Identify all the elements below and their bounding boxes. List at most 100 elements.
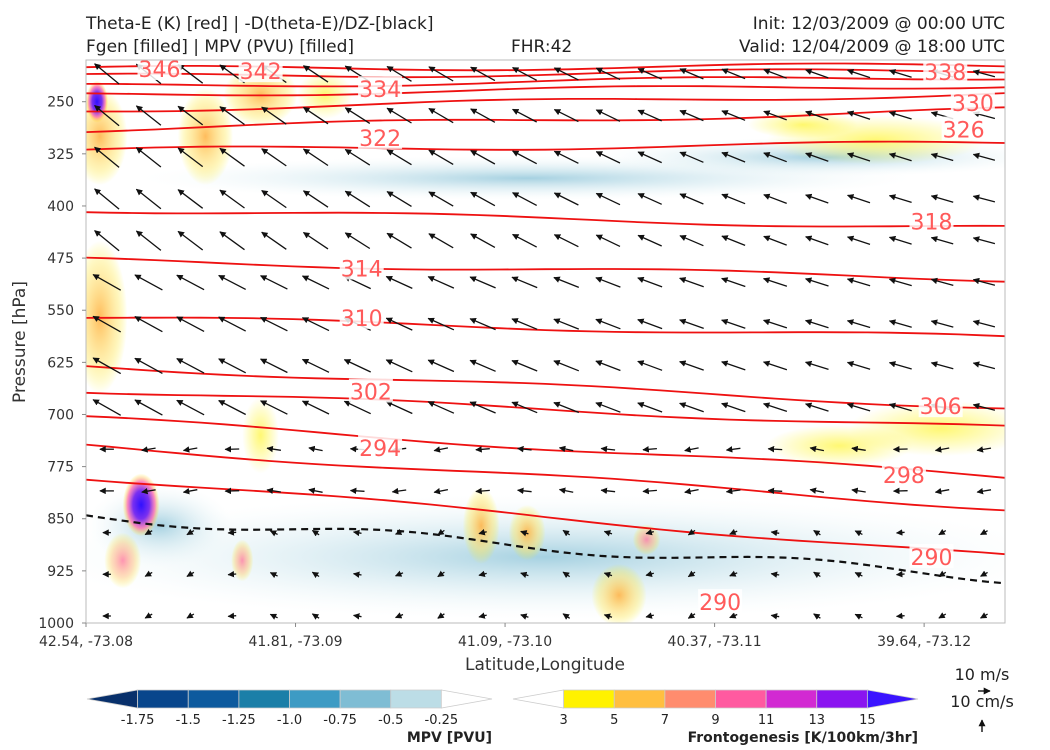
wind-vector — [763, 235, 787, 246]
wind-vector — [386, 65, 412, 82]
colorbar-swatch — [664, 689, 716, 709]
wind-vector — [511, 401, 538, 414]
wind-vector — [721, 151, 746, 163]
x-axis: 42.54, -73.08 41.81, -73.09 41.09, -73.10 4… — [39, 623, 971, 650]
wind-vector — [385, 275, 413, 289]
wind-vector — [470, 150, 496, 165]
wind-vector — [600, 487, 616, 495]
colorbar-tick-label: -1.25 — [222, 713, 256, 728]
wind-vector — [428, 107, 454, 124]
wind-vector — [809, 487, 825, 494]
wind-vector — [269, 613, 278, 620]
theta-e-contour-310 — [86, 316, 1005, 338]
wind-vector — [645, 612, 654, 619]
wind-vector — [972, 152, 996, 161]
wind-vector — [679, 151, 704, 163]
wind-vector — [470, 191, 496, 207]
wind-vector — [846, 319, 871, 329]
vector-key-label-vertical: 10 cm/s — [950, 692, 1014, 711]
wind-vector — [395, 612, 404, 619]
wind-vector — [512, 150, 538, 165]
wind-vector — [302, 148, 329, 167]
contour-label: 310 — [341, 307, 383, 332]
wind-vector — [562, 613, 571, 620]
y-tick-label: 1000 — [38, 616, 74, 632]
contour-label-bg — [941, 116, 986, 141]
wind-vector — [475, 446, 490, 453]
wind-vector — [721, 402, 746, 413]
wind-vector — [182, 446, 198, 453]
wind-vector — [311, 529, 320, 537]
wind-vector — [349, 487, 365, 495]
wind-vector — [428, 191, 454, 207]
wind-vector — [930, 319, 954, 328]
wind-vector — [475, 487, 490, 495]
wind-vector — [386, 107, 412, 124]
wind-vector — [470, 66, 496, 82]
wind-vector — [186, 528, 195, 536]
contour-label: 290 — [910, 546, 952, 571]
wind-vector — [888, 402, 912, 412]
wind-vector — [511, 276, 538, 289]
wind-vector — [721, 68, 746, 80]
wind-vector — [266, 445, 281, 453]
wind-vector — [805, 68, 829, 79]
contour-label-bg — [909, 208, 954, 233]
wind-vector — [478, 529, 487, 536]
wind-vector — [763, 68, 787, 79]
wind-vector — [930, 152, 954, 162]
wind-vector — [311, 571, 320, 579]
wind-vector — [520, 613, 529, 620]
contour-label-bg — [881, 461, 926, 486]
wind-vector — [679, 235, 704, 247]
wind-vector — [385, 401, 413, 415]
wind-vector — [846, 360, 871, 370]
valid-time: Valid: 12/04/2009 @ 18:00 UTC — [739, 37, 1005, 57]
colorbar-swatch — [137, 689, 189, 709]
colorbar-swatch — [715, 689, 767, 709]
wind-vector — [386, 149, 412, 166]
wind-vector — [805, 235, 829, 246]
y-tick-label: 700 — [47, 407, 74, 423]
wind-vector — [729, 528, 738, 535]
wind-vector — [385, 317, 413, 331]
contour-label-bg — [358, 76, 403, 101]
contour-label-bg — [348, 378, 393, 403]
wind-vector — [930, 236, 954, 245]
wind-vector — [141, 487, 156, 495]
wind-vector — [763, 152, 787, 163]
contour-label: 338 — [924, 61, 966, 86]
colorbar-swatch — [816, 689, 868, 709]
wind-vector — [391, 487, 407, 495]
wind-vector — [511, 318, 538, 330]
wind-vector — [938, 612, 947, 619]
wind-vector — [888, 69, 912, 78]
wind-vector — [972, 194, 996, 203]
theta-e-contour-318 — [86, 211, 1005, 228]
colorbar-swatch — [238, 689, 290, 709]
wind-vector — [595, 318, 621, 330]
colorbar-tick-label: 13 — [808, 713, 825, 728]
wind-vector — [176, 274, 205, 291]
contour-label-bg — [358, 434, 403, 459]
wind-vector — [770, 613, 780, 620]
wind-vector — [433, 487, 449, 495]
vector-key: 10 m/s 10 cm/s — [950, 665, 1014, 732]
contour-label: 298 — [883, 464, 925, 489]
wind-vector — [637, 68, 662, 80]
wind-vector — [895, 529, 905, 536]
wind-vector — [976, 446, 992, 453]
wind-vector — [684, 487, 699, 495]
wind-vector — [642, 487, 657, 495]
wind-vector — [558, 445, 574, 453]
chart-title-line2: Fgen [filled] | MPV (PVU) [filled] — [86, 37, 355, 57]
wind-vector — [645, 528, 654, 536]
wind-vector — [302, 190, 329, 208]
wind-vector — [437, 570, 445, 578]
wind-vector — [94, 146, 120, 168]
wind-vector — [302, 65, 329, 83]
wind-vector — [972, 236, 996, 245]
contour-label: 330 — [952, 92, 994, 117]
